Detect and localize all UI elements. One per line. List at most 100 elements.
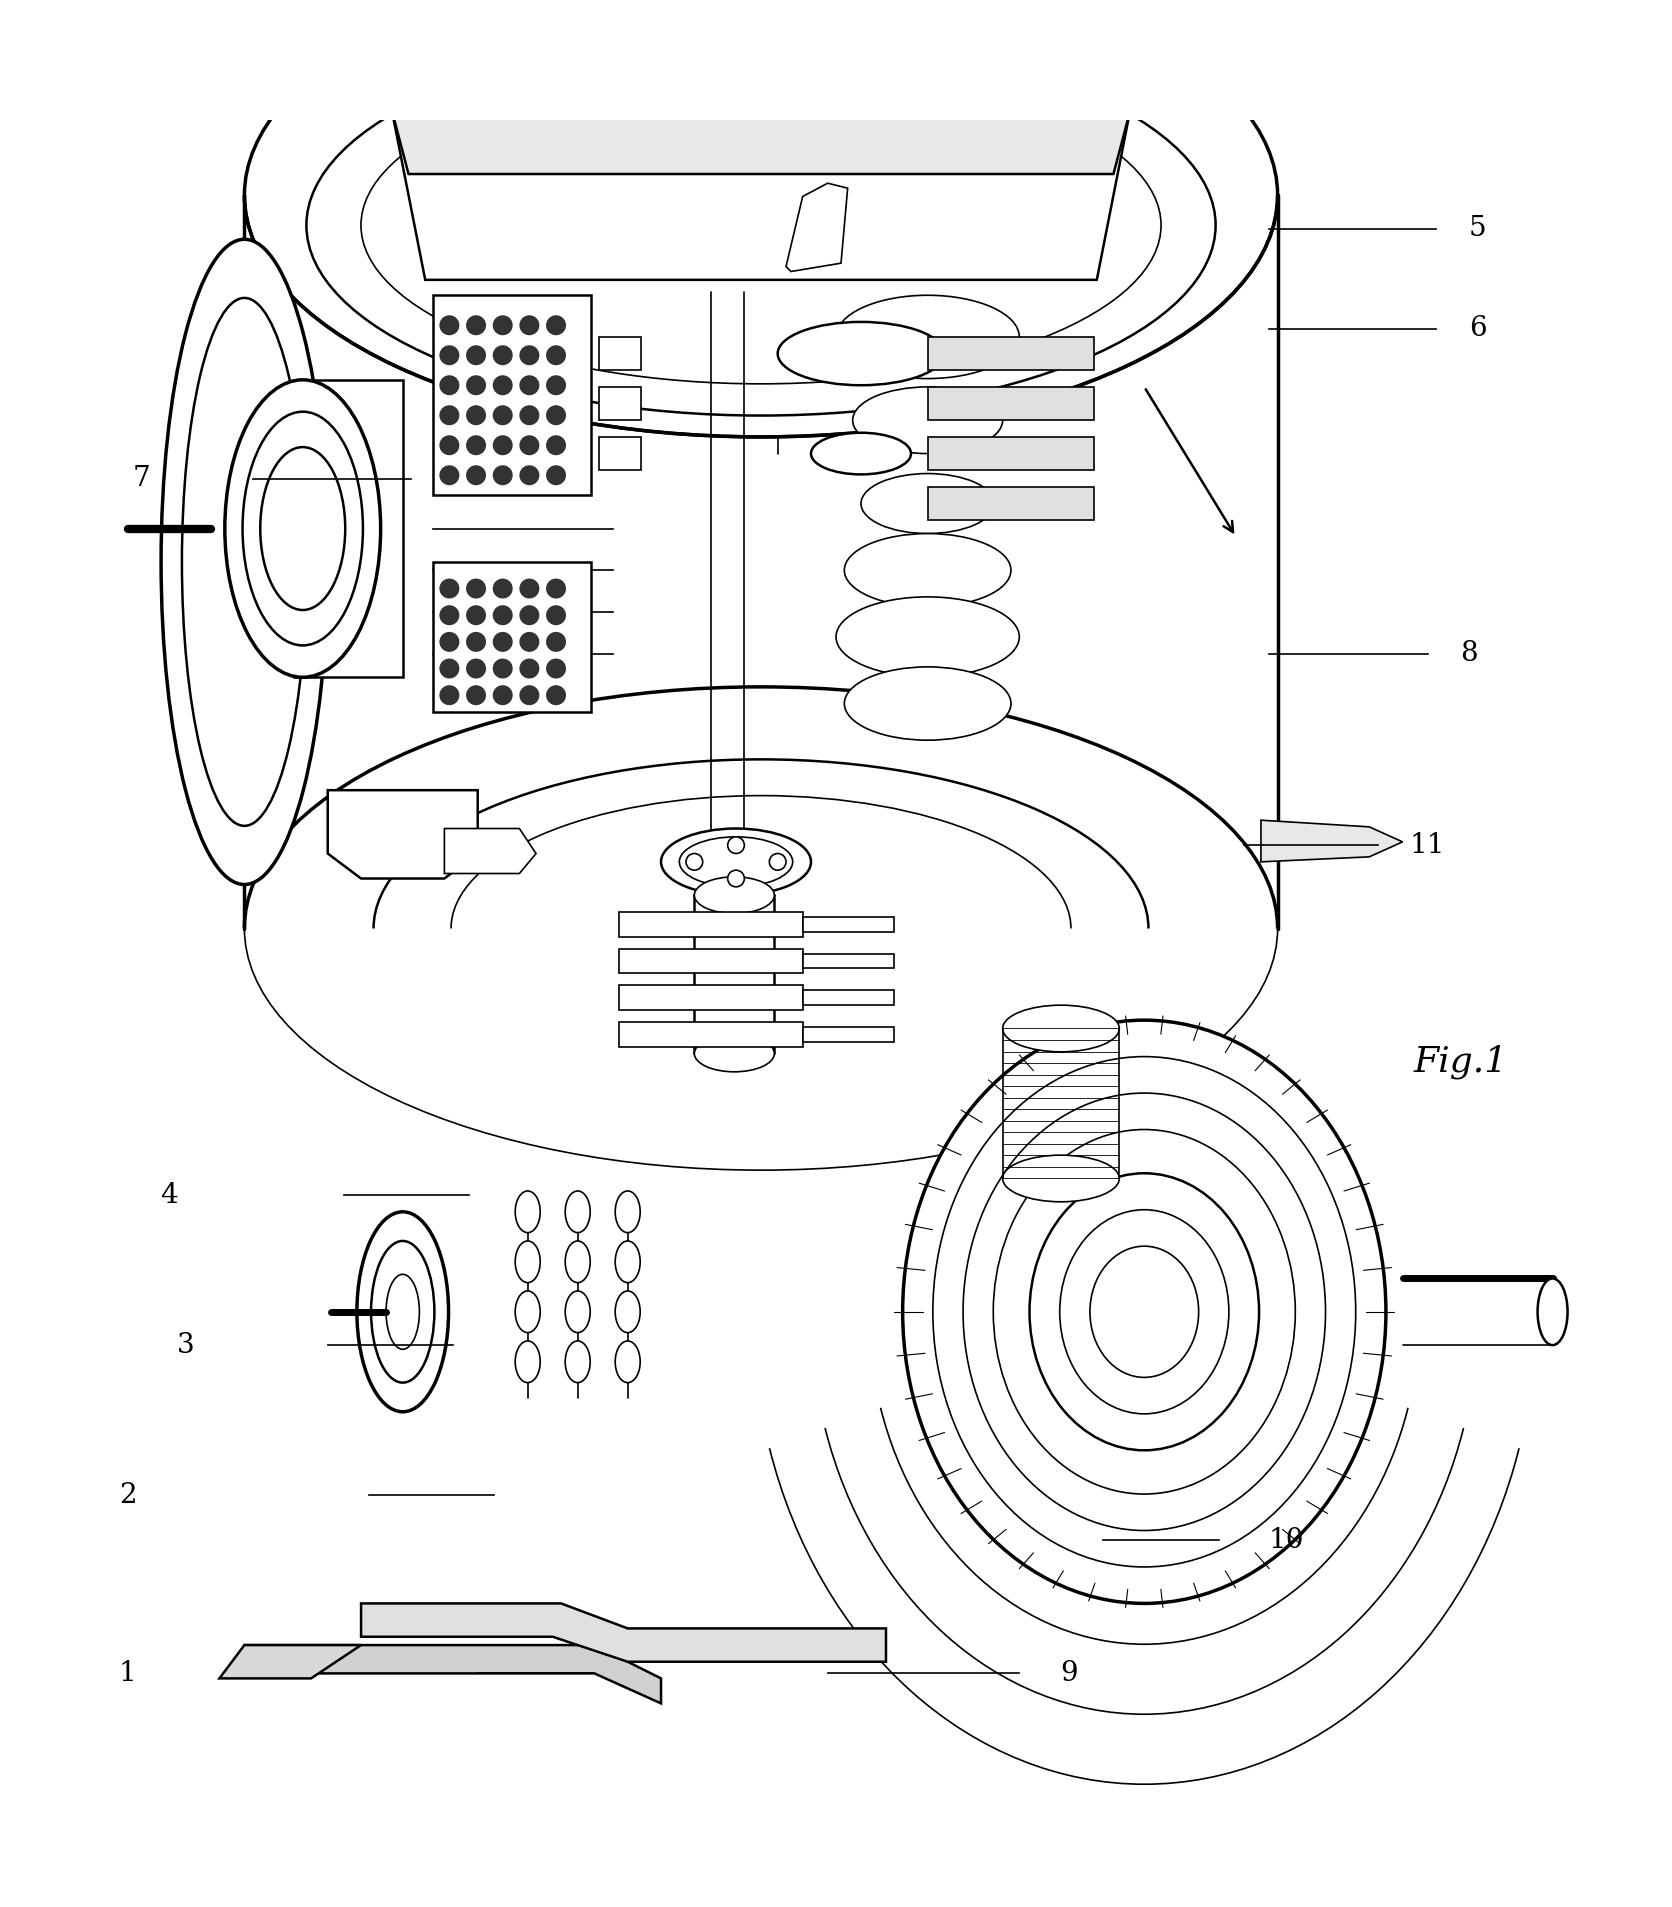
Circle shape (547, 435, 567, 456)
Text: 7: 7 (132, 465, 150, 492)
Ellipse shape (836, 296, 1020, 379)
Ellipse shape (515, 1341, 540, 1383)
Circle shape (466, 345, 487, 366)
Circle shape (466, 465, 487, 484)
Circle shape (520, 605, 540, 625)
Polygon shape (786, 183, 848, 271)
Ellipse shape (224, 379, 381, 677)
Ellipse shape (515, 1192, 540, 1232)
Circle shape (520, 631, 540, 652)
Circle shape (547, 658, 567, 679)
Circle shape (466, 605, 487, 625)
Ellipse shape (853, 387, 1003, 454)
Ellipse shape (306, 34, 1216, 416)
Ellipse shape (811, 433, 911, 475)
Circle shape (440, 435, 460, 456)
Ellipse shape (836, 597, 1020, 677)
Circle shape (520, 465, 540, 484)
Ellipse shape (660, 828, 811, 894)
Ellipse shape (1538, 1278, 1568, 1344)
Circle shape (493, 315, 513, 336)
Circle shape (440, 345, 460, 366)
Polygon shape (391, 111, 1130, 174)
Circle shape (547, 605, 567, 625)
Circle shape (769, 854, 786, 870)
Bar (599, 437, 640, 471)
Ellipse shape (565, 1341, 590, 1383)
Circle shape (520, 578, 540, 599)
Circle shape (493, 685, 513, 706)
Polygon shape (244, 1646, 660, 1703)
Ellipse shape (161, 238, 328, 885)
Ellipse shape (615, 1341, 640, 1383)
Circle shape (520, 376, 540, 395)
Ellipse shape (844, 667, 1012, 740)
Text: 5: 5 (1468, 215, 1486, 242)
Ellipse shape (1090, 1245, 1199, 1377)
Ellipse shape (777, 322, 945, 385)
Circle shape (440, 376, 460, 395)
Ellipse shape (903, 1020, 1386, 1604)
Bar (619, 986, 803, 1011)
Bar (599, 338, 640, 370)
Bar (619, 1022, 803, 1047)
Circle shape (493, 658, 513, 679)
Text: 8: 8 (1460, 641, 1478, 667)
Circle shape (520, 345, 540, 366)
Circle shape (493, 376, 513, 395)
Ellipse shape (565, 1241, 590, 1283)
Ellipse shape (261, 446, 344, 610)
Ellipse shape (244, 0, 1277, 437)
Ellipse shape (694, 877, 774, 913)
Circle shape (440, 658, 460, 679)
Circle shape (440, 631, 460, 652)
Ellipse shape (244, 687, 1277, 1171)
Circle shape (440, 315, 460, 336)
Circle shape (520, 685, 540, 706)
Text: 10: 10 (1267, 1528, 1304, 1554)
Circle shape (547, 465, 567, 484)
Bar (803, 990, 895, 1005)
Ellipse shape (615, 1192, 640, 1232)
Ellipse shape (615, 1291, 640, 1333)
Text: 11: 11 (1409, 831, 1445, 858)
Ellipse shape (1003, 1156, 1119, 1201)
Bar (928, 387, 1093, 420)
Circle shape (547, 345, 567, 366)
Ellipse shape (1060, 1209, 1229, 1413)
Bar (803, 1026, 895, 1041)
Circle shape (493, 578, 513, 599)
Ellipse shape (565, 1291, 590, 1333)
Circle shape (547, 685, 567, 706)
Circle shape (440, 406, 460, 425)
Circle shape (547, 376, 567, 395)
Polygon shape (391, 111, 1130, 280)
Ellipse shape (371, 1241, 435, 1383)
Text: 1: 1 (119, 1659, 137, 1688)
Circle shape (493, 631, 513, 652)
Circle shape (547, 315, 567, 336)
Bar (599, 387, 640, 420)
Polygon shape (328, 789, 478, 879)
Circle shape (440, 578, 460, 599)
Circle shape (466, 435, 487, 456)
Circle shape (520, 658, 540, 679)
Bar (619, 912, 803, 936)
Bar (433, 563, 590, 711)
Polygon shape (361, 1604, 886, 1661)
Text: 6: 6 (1468, 315, 1486, 341)
Circle shape (520, 435, 540, 456)
Text: Fig.1: Fig.1 (1415, 1045, 1508, 1079)
Bar (619, 948, 803, 973)
Ellipse shape (963, 1093, 1326, 1531)
Ellipse shape (679, 837, 793, 887)
Ellipse shape (565, 1192, 590, 1232)
Polygon shape (219, 1646, 361, 1678)
Ellipse shape (933, 1056, 1356, 1568)
Ellipse shape (386, 1274, 420, 1350)
Text: 2: 2 (119, 1482, 137, 1508)
Circle shape (547, 578, 567, 599)
Circle shape (547, 631, 567, 652)
Text: 4: 4 (161, 1182, 179, 1209)
Ellipse shape (182, 297, 308, 826)
